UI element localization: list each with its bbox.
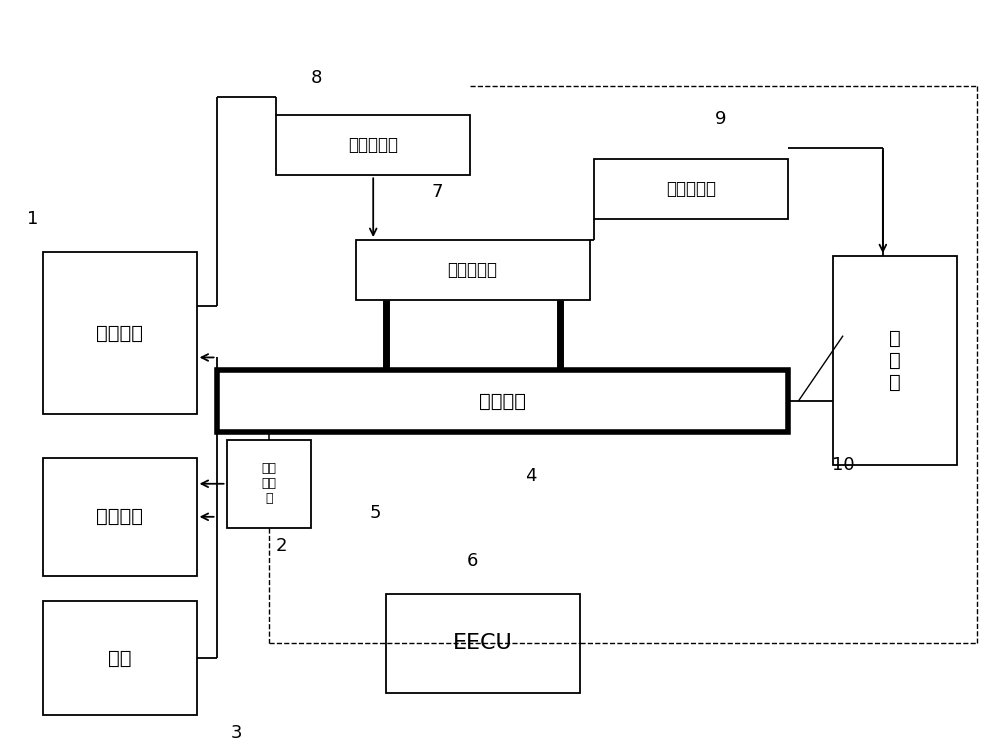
- FancyBboxPatch shape: [276, 115, 470, 175]
- FancyBboxPatch shape: [594, 159, 788, 219]
- Text: 入口电磁阀: 入口电磁阀: [348, 137, 398, 154]
- Text: 燃油滤器: 燃油滤器: [96, 507, 143, 526]
- Text: 7: 7: [432, 184, 443, 201]
- Text: 6: 6: [467, 552, 479, 570]
- Text: 1: 1: [27, 210, 38, 228]
- Text: 10: 10: [832, 457, 854, 474]
- Text: 5: 5: [370, 504, 381, 522]
- Text: 4: 4: [525, 468, 537, 486]
- FancyBboxPatch shape: [217, 370, 788, 433]
- Text: EECU: EECU: [453, 633, 512, 653]
- Text: 2: 2: [275, 537, 287, 555]
- Text: 高压共轨: 高压共轨: [479, 392, 526, 410]
- FancyBboxPatch shape: [43, 601, 197, 715]
- Text: 高压预留腔: 高压预留腔: [448, 261, 498, 279]
- Text: 共轨
传感
器: 共轨 传感 器: [261, 463, 276, 505]
- FancyBboxPatch shape: [386, 594, 580, 693]
- FancyBboxPatch shape: [43, 458, 197, 576]
- Text: 高压油泵: 高压油泵: [96, 324, 143, 342]
- FancyBboxPatch shape: [356, 240, 590, 300]
- Text: 喷
油
器: 喷 油 器: [889, 329, 901, 392]
- FancyBboxPatch shape: [833, 256, 957, 466]
- Text: 油箱: 油箱: [108, 649, 131, 668]
- FancyBboxPatch shape: [227, 439, 311, 528]
- Text: 9: 9: [715, 110, 726, 128]
- FancyBboxPatch shape: [43, 252, 197, 414]
- Text: 出口电磁阀: 出口电磁阀: [666, 181, 716, 198]
- Text: 3: 3: [231, 724, 242, 742]
- Text: 8: 8: [310, 69, 322, 87]
